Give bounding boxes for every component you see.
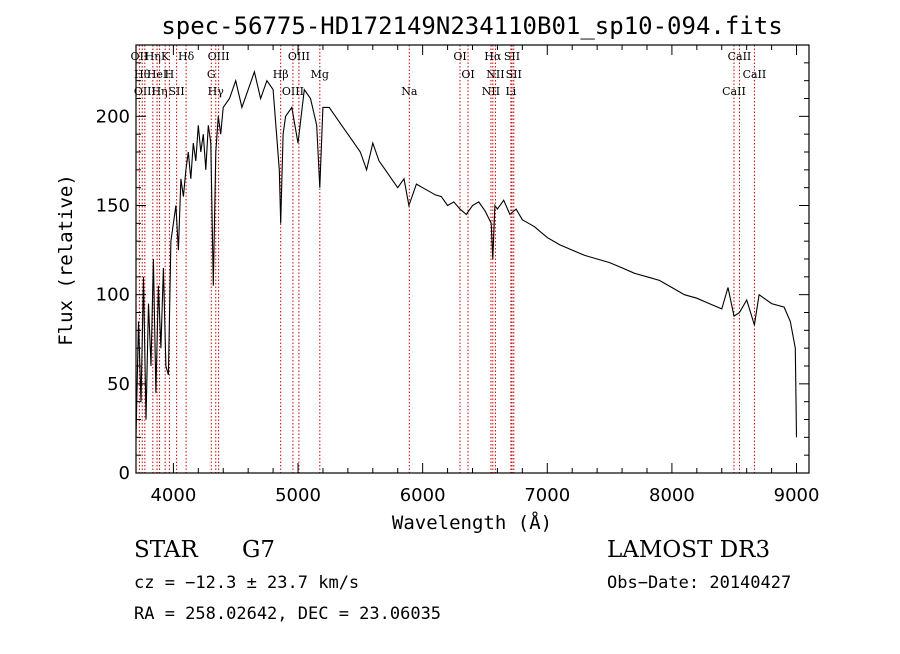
spectrum-line [135, 69, 798, 438]
y-tick-label: 0 [119, 463, 130, 484]
y-tick-label: 200 [96, 106, 130, 127]
coordinates: RA = 258.02642, DEC = 23.06035 [134, 604, 442, 624]
redshift-cz: cz = −12.3 ± 23.7 km/s [134, 573, 360, 593]
survey-name: LAMOST DR3 [607, 537, 771, 563]
line-marker-label: Hη [145, 50, 161, 63]
line-marker-label: NII [486, 68, 504, 81]
line-marker-label: OI [453, 50, 466, 63]
line-marker-label: OIII [288, 50, 310, 63]
line-marker-label: Li [505, 85, 516, 98]
line-marker-label: Na [401, 85, 418, 98]
y-axis-label: Flux (relative) [55, 174, 77, 346]
x-tick-label: 9000 [774, 485, 820, 506]
line-marker-label: SII [169, 85, 185, 98]
line-marker-label: SII [506, 68, 522, 81]
x-tick-label: 7000 [524, 485, 570, 506]
axis-ticks: 4000 5000 6000 7000 8000 9000 0 50 100 150 200 [96, 45, 820, 506]
line-marker-label: Hγ [208, 85, 225, 98]
line-marker-label: OIII [282, 85, 304, 98]
subclass: G7 [242, 537, 276, 563]
y-tick-label: 100 [96, 285, 130, 306]
plot-frame [135, 44, 810, 474]
line-marker-label: HeI [147, 68, 167, 81]
line-marker-label: Hη [151, 85, 167, 98]
x-tick-label: 6000 [400, 485, 446, 506]
line-marker-label: CaII [722, 85, 746, 98]
line-marker-label: SII [504, 50, 520, 63]
line-marker-label: OII [131, 50, 149, 63]
chart-title: spec-56775-HD172149N234110B01_sp10-094.f… [161, 12, 782, 40]
x-tick-label: 5000 [275, 485, 321, 506]
x-tick-label: 8000 [649, 485, 695, 506]
line-marker-label: OIII [208, 50, 230, 63]
line-marker-label: Hθ [134, 68, 151, 81]
line-marker-label: Hδ [178, 50, 195, 63]
line-marker-label: H [165, 68, 175, 81]
x-axis-label: Wavelength (Å) [392, 511, 552, 534]
line-marker-label: OI [461, 68, 474, 81]
line-label-layer: OIIHθOIIIHηHeIHηKHSIIHδGHγOIIIHβOIIIOIII… [131, 50, 767, 98]
y-tick-label: 150 [96, 196, 130, 217]
line-marker-layer [138, 45, 755, 473]
y-tick-label: 50 [107, 374, 130, 395]
line-marker-label: Mg [311, 68, 329, 81]
line-marker-label: G [207, 68, 216, 81]
object-class: STAR [134, 537, 198, 563]
line-marker-label: OIII [134, 85, 156, 98]
line-marker-label: CaII [728, 50, 752, 63]
line-marker-label: CaII [743, 68, 767, 81]
line-marker-label: Hα [484, 50, 502, 63]
line-marker-label: NII [482, 85, 500, 98]
x-tick-label: 4000 [150, 485, 196, 506]
spectrum-layer [135, 69, 798, 438]
line-marker-label: K [161, 50, 170, 63]
line-marker-label: Hβ [273, 68, 289, 81]
obs-date: Obs−Date: 20140427 [607, 573, 792, 593]
